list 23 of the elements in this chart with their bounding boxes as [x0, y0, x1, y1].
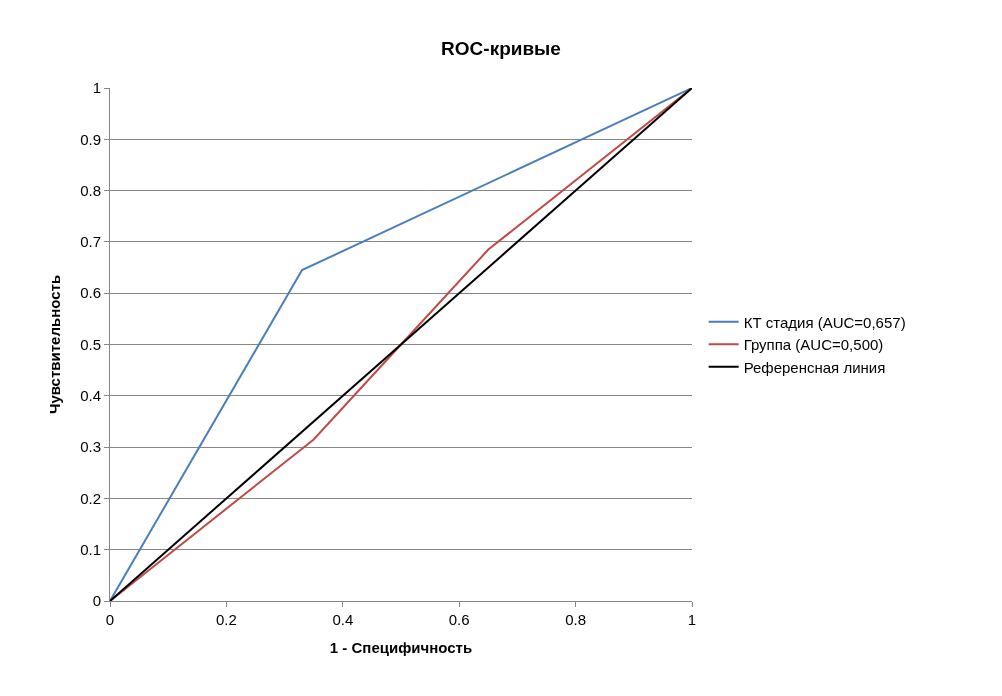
legend-label: Референсная линия: [743, 358, 886, 376]
legend-label: Группа (AUC=0,500): [743, 336, 884, 354]
x-tick-label: 0: [105, 611, 115, 628]
y-tick-label: 0.4: [80, 387, 101, 405]
x-tick-label: 1: [687, 611, 697, 628]
y-tick-label: 0.8: [80, 181, 101, 199]
y-tick-label: 0.3: [80, 438, 101, 456]
y-tick-label: 0.9: [80, 130, 101, 148]
y-tick-label: 0.1: [80, 540, 101, 558]
y-tick-label: 0.7: [80, 233, 101, 251]
y-tick-label: 0.6: [80, 284, 101, 302]
legend-label: КТ стадия (AUC=0,657): [743, 313, 906, 331]
y-axis-title: Чувствительность: [46, 274, 64, 415]
y-tick-label: 0.5: [80, 335, 101, 353]
x-axis-title: 1 - Специфичность: [329, 639, 473, 656]
y-tick-label: 0: [92, 592, 101, 610]
x-tick-label: 0.4: [332, 611, 354, 628]
x-tick-label: 0.8: [565, 611, 587, 628]
x-tick-label: 0.6: [448, 611, 470, 628]
y-tick-label: 0.2: [80, 489, 101, 507]
chart-title: ROC-кривые: [441, 38, 561, 60]
y-tick-label: 1: [92, 79, 101, 97]
x-tick-label: 0.2: [215, 611, 237, 628]
